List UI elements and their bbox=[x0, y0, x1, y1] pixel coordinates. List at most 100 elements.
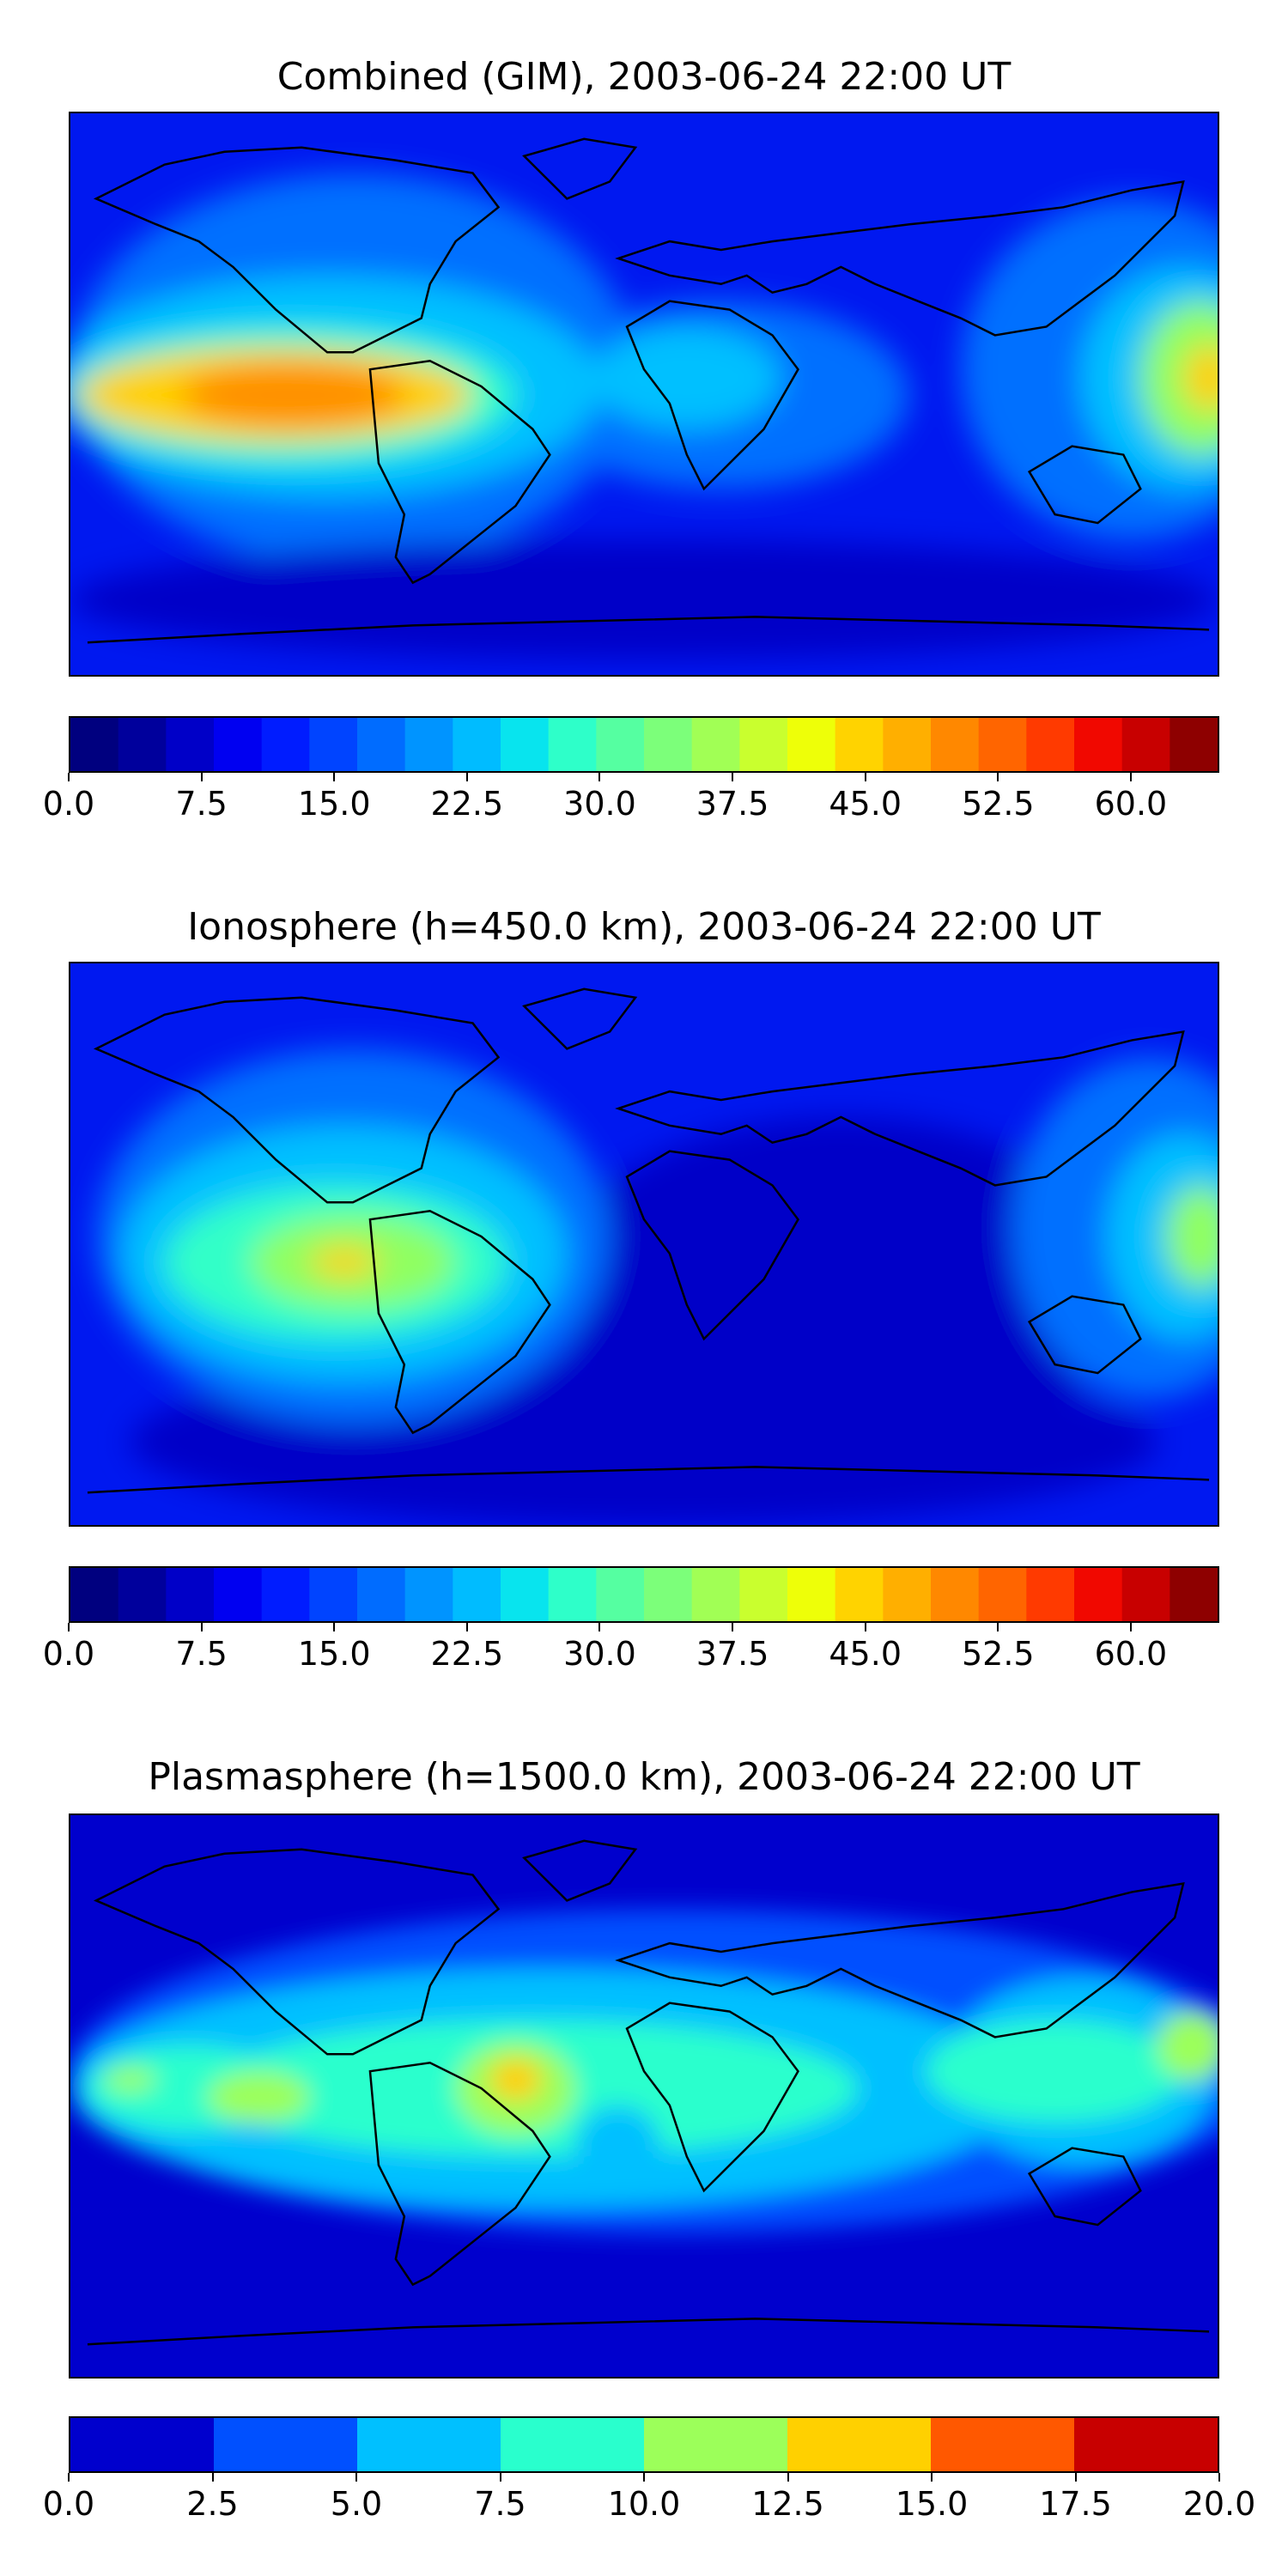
panel-2-colorbar bbox=[69, 1566, 1219, 1623]
colorbar-segment bbox=[404, 718, 453, 771]
colorbar-segment bbox=[501, 2418, 645, 2471]
colorbar-segment bbox=[644, 718, 693, 771]
colorbar-tick-mark bbox=[787, 2473, 789, 2482]
colorbar-tick-label: 22.5 bbox=[430, 1635, 504, 1673]
panel-1-map bbox=[69, 112, 1219, 677]
colorbar-tick-mark bbox=[465, 773, 468, 781]
colorbar-segment bbox=[118, 718, 167, 771]
colorbar-tick-label: 52.5 bbox=[961, 785, 1035, 823]
colorbar-segment bbox=[835, 718, 884, 771]
colorbar-segment bbox=[548, 718, 597, 771]
colorbar-tick-label: 15.0 bbox=[297, 785, 371, 823]
colorbar-tick-label: 60.0 bbox=[1094, 785, 1168, 823]
colorbar-tick-mark bbox=[997, 1623, 999, 1631]
colorbar-tick-label: 20.0 bbox=[1182, 2485, 1256, 2523]
colorbar-segment bbox=[1121, 718, 1170, 771]
colorbar-segment bbox=[1026, 1568, 1075, 1621]
colorbar-segment bbox=[739, 718, 788, 771]
colorbar-segment bbox=[644, 2418, 788, 2471]
colorbar-segment bbox=[691, 718, 740, 771]
colorbar-tick-label: 0.0 bbox=[42, 785, 95, 823]
colorbar-tick-mark bbox=[499, 2473, 501, 2482]
colorbar-tick-label: 10.0 bbox=[607, 2485, 681, 2523]
colorbar-tick-mark bbox=[1129, 773, 1132, 781]
colorbar-segment bbox=[1026, 718, 1075, 771]
colorbar-tick-label: 37.5 bbox=[696, 785, 769, 823]
colorbar-tick-label: 45.0 bbox=[829, 1635, 902, 1673]
colorbar-tick-mark bbox=[643, 2473, 645, 2482]
colorbar-segment bbox=[1170, 718, 1218, 771]
panel-1-coastlines bbox=[87, 137, 1210, 644]
colorbar-segment bbox=[1074, 718, 1123, 771]
colorbar-tick-label: 5.0 bbox=[330, 2485, 383, 2523]
panel-3-coastlines bbox=[87, 1839, 1210, 2346]
colorbar-tick-label: 60.0 bbox=[1094, 1635, 1168, 1673]
colorbar-tick-label: 52.5 bbox=[961, 1635, 1035, 1673]
panel-3-map bbox=[69, 1814, 1219, 2379]
colorbar-tick-mark bbox=[864, 773, 866, 781]
colorbar-segment bbox=[214, 1568, 263, 1621]
colorbar-tick-label: 12.5 bbox=[751, 2485, 824, 2523]
colorbar-segment bbox=[261, 718, 310, 771]
colorbar-tick-label: 7.5 bbox=[175, 785, 228, 823]
panel-2-colorbar-svg bbox=[70, 1568, 1218, 1621]
colorbar-tick-mark bbox=[732, 1623, 734, 1631]
colorbar-segment bbox=[261, 1568, 310, 1621]
colorbar-tick-label: 15.0 bbox=[895, 2485, 969, 2523]
colorbar-segment bbox=[596, 718, 645, 771]
colorbar-segment bbox=[214, 718, 263, 771]
colorbar-tick-mark bbox=[997, 773, 999, 781]
colorbar-segment bbox=[501, 1568, 550, 1621]
colorbar-segment bbox=[453, 718, 501, 771]
panel-3-colorbar-ticks: 0.0 2.5 5.0 7.5 10.0 12.5 15.0 17.5 20.0 bbox=[43, 2473, 1255, 2524]
colorbar-tick-mark bbox=[931, 2473, 933, 2482]
panel-2-colorbar-ticks: 0.0 7.5 15.0 22.5 30.0 37.5 45.0 52.5 60.0 bbox=[43, 1623, 1219, 1674]
colorbar-tick-label: 37.5 bbox=[696, 1635, 769, 1673]
colorbar-tick-mark bbox=[598, 1623, 601, 1631]
colorbar-tick-mark bbox=[355, 2473, 357, 2482]
colorbar-segment bbox=[1074, 2418, 1218, 2471]
panel-1-colorbar-svg bbox=[70, 718, 1218, 771]
colorbar-segment bbox=[739, 1568, 788, 1621]
colorbar-segment bbox=[978, 718, 1027, 771]
panel-2-coastlines bbox=[87, 987, 1210, 1494]
colorbar-tick-label: 30.0 bbox=[563, 1635, 636, 1673]
colorbar-segment bbox=[166, 718, 215, 771]
colorbar-tick-label: 45.0 bbox=[829, 785, 902, 823]
panel-3-map-svg bbox=[70, 1815, 1218, 2377]
colorbar-tick-label: 15.0 bbox=[297, 1635, 371, 1673]
colorbar-segment bbox=[931, 2418, 1075, 2471]
colorbar-tick-label: 17.5 bbox=[1039, 2485, 1112, 2523]
panel-1-title: Combined (GIM), 2003-06-24 22:00 UT bbox=[276, 55, 1012, 99]
colorbar-tick-mark bbox=[211, 2473, 214, 2482]
colorbar-segment bbox=[787, 2418, 932, 2471]
colorbar-segment bbox=[787, 1568, 836, 1621]
panel-2-map bbox=[69, 962, 1219, 1527]
colorbar-segment bbox=[118, 1568, 167, 1621]
colorbar-tick-mark bbox=[200, 1623, 203, 1631]
colorbar-segment bbox=[691, 1568, 740, 1621]
panel-2-map-svg bbox=[70, 963, 1218, 1525]
panel-1-map-svg bbox=[70, 113, 1218, 675]
colorbar-tick-label: 0.0 bbox=[42, 2485, 95, 2523]
colorbar-tick-label: 2.5 bbox=[186, 2485, 239, 2523]
colorbar-tick-label: 7.5 bbox=[175, 1635, 228, 1673]
colorbar-segment bbox=[166, 1568, 215, 1621]
colorbar-tick-mark bbox=[864, 1623, 866, 1631]
colorbar-segment bbox=[787, 718, 836, 771]
panel-3-colorbar bbox=[69, 2416, 1219, 2473]
colorbar-segment bbox=[357, 718, 406, 771]
colorbar-segment bbox=[214, 2418, 358, 2471]
panel-3-title: Plasmasphere (h=1500.0 km), 2003-06-24 2… bbox=[148, 1755, 1140, 1799]
colorbar-segment bbox=[309, 718, 358, 771]
colorbar-segment bbox=[1170, 1568, 1218, 1621]
colorbar-tick-mark bbox=[465, 1623, 468, 1631]
panel-1-colorbar-ticks: 0.0 7.5 15.0 22.5 30.0 37.5 45.0 52.5 60.0 bbox=[43, 773, 1219, 824]
colorbar-tick-mark bbox=[1129, 1623, 1132, 1631]
colorbar-tick-mark bbox=[598, 773, 601, 781]
colorbar-segment bbox=[357, 1568, 406, 1621]
panel-3-colorbar-svg bbox=[70, 2418, 1218, 2471]
colorbar-tick-label: 0.0 bbox=[42, 1635, 95, 1673]
colorbar-segment bbox=[548, 1568, 597, 1621]
colorbar-segment bbox=[453, 1568, 501, 1621]
